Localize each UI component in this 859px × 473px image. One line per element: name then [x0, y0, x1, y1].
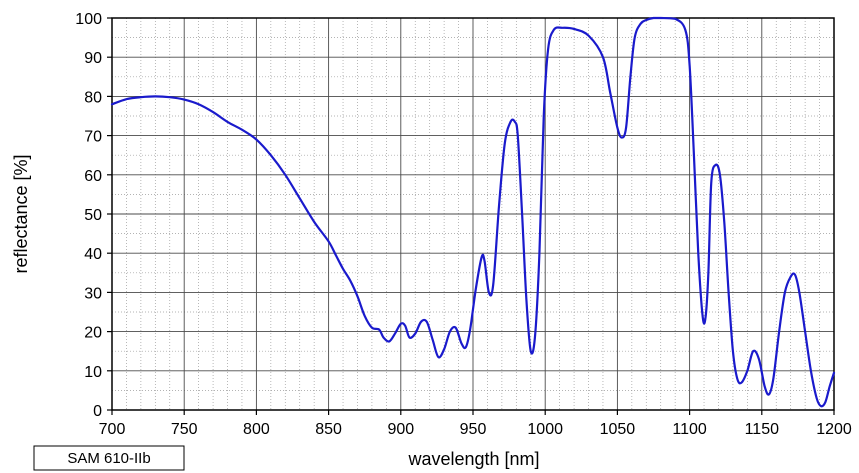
y-tick-label: 60: [84, 168, 102, 185]
y-axis-ticks: [107, 17, 112, 411]
x-tick-label: 1200: [816, 421, 852, 438]
x-axis-tick-labels: 700 750 800 850 900 950 1000 1050 1100 1150 1200: [99, 421, 852, 438]
x-tick-label: 1000: [527, 421, 563, 438]
y-axis-tick-labels: 0 10 20 30 40 50 60 70 80 90 100: [75, 11, 102, 420]
sample-label: SAM 610-IIb: [67, 450, 150, 467]
y-tick-label: 0: [93, 403, 102, 420]
x-axis-ticks: [111, 410, 835, 415]
x-tick-label: 750: [171, 421, 198, 438]
y-tick-label: 80: [84, 89, 102, 106]
y-tick-label: 10: [84, 364, 102, 381]
x-tick-label: 900: [387, 421, 414, 438]
y-tick-label: 100: [75, 11, 102, 28]
x-tick-label: 1150: [745, 421, 780, 438]
x-tick-label: 950: [460, 421, 487, 438]
y-axis-title: reflectance [%]: [11, 154, 31, 273]
x-axis-title: wavelength [nm]: [407, 449, 539, 469]
x-tick-label: 1050: [600, 421, 636, 438]
y-tick-label: 70: [84, 129, 102, 146]
sample-label-box: [33, 445, 185, 471]
y-tick-label: 90: [84, 50, 102, 67]
x-tick-label: 850: [315, 421, 342, 438]
y-tick-label: 50: [84, 207, 102, 224]
x-tick-label: 1100: [672, 421, 707, 438]
reflectance-series-line: [110, 16, 836, 408]
x-tick-label: 800: [243, 421, 270, 438]
major-grid: [112, 18, 834, 410]
y-tick-label: 20: [84, 325, 102, 342]
y-tick-label: 40: [84, 246, 102, 263]
y-tick-label: 30: [84, 285, 102, 302]
x-tick-label: 700: [99, 421, 126, 438]
